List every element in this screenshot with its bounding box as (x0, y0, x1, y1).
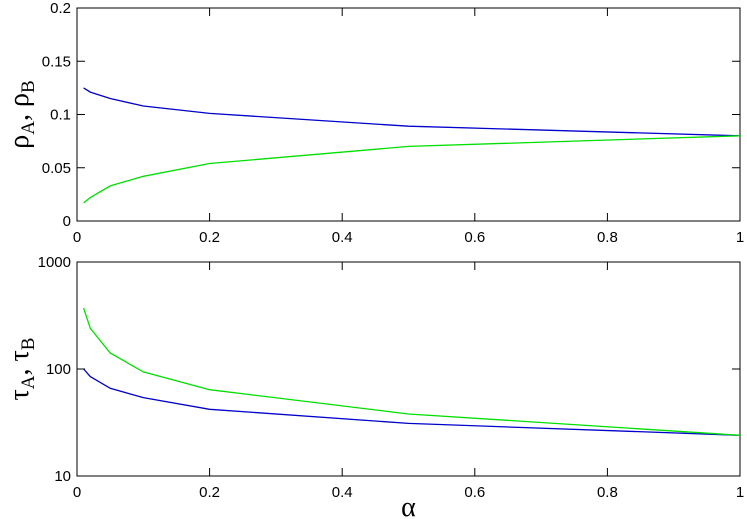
x-axis-label: α (401, 492, 416, 519)
y-tick-label: 0 (63, 213, 71, 230)
data-line (83, 87, 741, 137)
x-tick-label: 1 (736, 229, 744, 246)
y-axis-label-part: , ρ (4, 93, 35, 121)
y-axis-label-part: A (18, 121, 39, 135)
y-axis-label-part: τ (4, 389, 35, 400)
data-line (83, 368, 741, 436)
y-tick-label: 0.1 (50, 107, 71, 124)
data-line (82, 307, 741, 436)
x-tick-label: 0 (73, 229, 81, 246)
x-tick-label: 1 (736, 484, 744, 501)
y-axis-label-part: A (18, 375, 39, 389)
data-line (83, 135, 741, 204)
plot-frame (76, 261, 741, 477)
y-axis-label: τA, τB (4, 338, 39, 401)
y-axis-label: ρA, ρB (4, 80, 39, 148)
x-tick-label: 0.8 (597, 484, 618, 501)
y-tick-label: 0.05 (42, 160, 71, 177)
x-tick-label: 0.6 (464, 229, 485, 246)
x-tick-label: 0 (73, 484, 81, 501)
y-tick-label: 0.15 (42, 53, 71, 70)
y-tick-label: 1000 (38, 254, 71, 271)
x-tick-label: 0.8 (597, 229, 618, 246)
x-tick-label: 0.4 (332, 484, 353, 501)
x-tick-label: 0.6 (464, 484, 485, 501)
y-axis-label-part: ρ (4, 135, 35, 149)
y-tick-label: 100 (46, 361, 71, 378)
y-axis-label-part: , τ (4, 350, 35, 375)
x-tick-label: 0.2 (199, 484, 220, 501)
x-tick-label: 0.2 (199, 229, 220, 246)
y-axis-label-part: B (18, 80, 39, 93)
y-tick-label: 10 (54, 468, 71, 485)
y-tick-label: 0.2 (50, 0, 71, 17)
plot-frame (76, 7, 741, 222)
y-axis-label-part: B (18, 338, 39, 351)
x-tick-label: 0.4 (332, 229, 353, 246)
